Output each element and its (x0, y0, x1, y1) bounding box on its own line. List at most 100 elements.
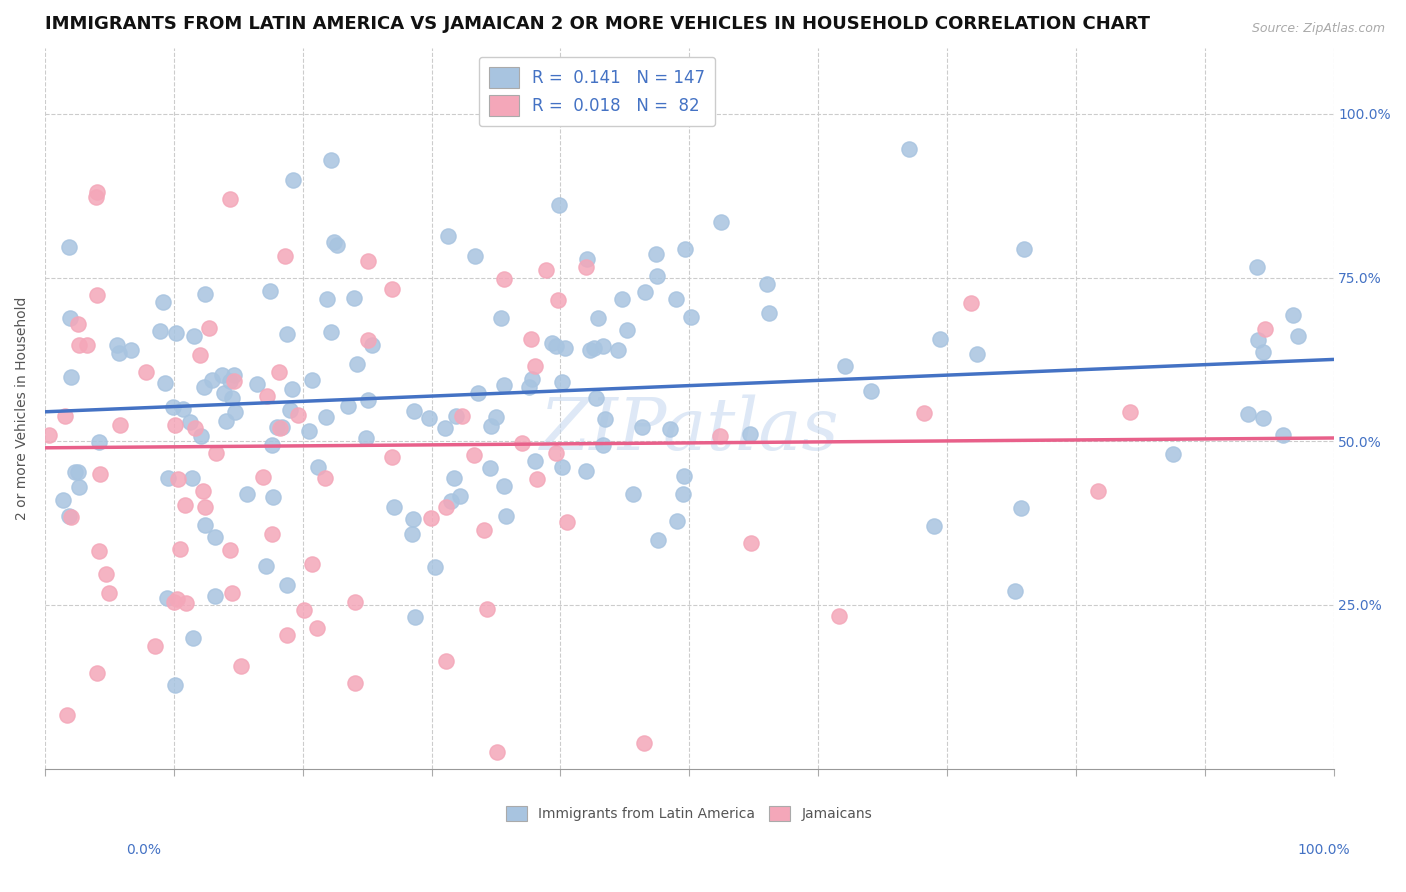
Point (173, 498, 195, 512)
Point (269, 421, 291, 435)
Point (155, 376, 177, 390)
Point (382, 500, 405, 515)
Point (183, 329, 205, 343)
Point (276, 628, 298, 642)
Point (273, 249, 295, 263)
Point (1247, 333, 1270, 347)
Point (156, 471, 179, 485)
Point (143, 639, 166, 653)
Point (928, 332, 950, 346)
Point (276, 327, 298, 342)
Point (260, 438, 283, 452)
Point (224, 405, 246, 419)
Text: ZIPatlas: ZIPatlas (540, 395, 839, 466)
Point (633, 735, 655, 749)
Point (156, 591, 179, 605)
Point (582, 341, 605, 355)
Point (381, 282, 404, 296)
Point (472, 523, 495, 537)
Point (434, 421, 457, 435)
Point (292, 603, 315, 617)
Point (86, 666, 108, 681)
Point (478, 460, 501, 475)
Point (191, 483, 214, 498)
Point (221, 391, 243, 405)
Point (105, 338, 128, 352)
Point (165, 326, 187, 340)
Point (492, 378, 515, 392)
Point (449, 489, 471, 503)
Point (343, 594, 366, 608)
Point (710, 215, 733, 229)
Point (108, 346, 131, 360)
Point (631, 420, 654, 434)
Point (586, 310, 609, 325)
Point (644, 247, 666, 261)
Point (260, 527, 283, 541)
Point (495, 508, 517, 523)
Point (1271, 427, 1294, 442)
Point (402, 404, 425, 418)
Point (517, 379, 540, 393)
Point (162, 401, 184, 415)
Point (738, 427, 761, 442)
Point (218, 192, 240, 206)
Point (647, 269, 669, 284)
Point (898, 142, 921, 156)
Point (585, 391, 607, 405)
Point (323, 235, 346, 250)
Point (315, 292, 337, 306)
Point (672, 468, 695, 483)
Point (163, 595, 186, 609)
Point (222, 374, 245, 388)
Point (758, 306, 780, 320)
Point (1251, 345, 1274, 359)
Point (315, 410, 337, 425)
Point (76, 338, 98, 352)
Point (221, 586, 243, 600)
Point (672, 486, 695, 500)
Point (436, 500, 458, 514)
Point (548, 197, 571, 211)
Point (827, 608, 849, 623)
Point (200, 373, 222, 387)
Point (437, 229, 460, 244)
Point (673, 242, 696, 256)
Point (658, 422, 681, 436)
Point (551, 460, 574, 475)
Point (66, 465, 89, 479)
Point (520, 332, 543, 346)
Point (38, 428, 60, 442)
Point (1004, 583, 1026, 598)
Point (270, 420, 292, 434)
Point (219, 374, 242, 388)
Point (440, 494, 463, 508)
Point (576, 252, 599, 267)
Point (283, 173, 305, 187)
Point (756, 277, 779, 291)
Point (444, 409, 467, 423)
Point (418, 411, 440, 425)
Point (214, 385, 236, 400)
Point (419, 510, 441, 524)
Point (337, 399, 360, 413)
Point (183, 632, 205, 646)
Point (266, 420, 288, 434)
Point (492, 478, 515, 492)
Point (198, 321, 221, 335)
Point (86, 288, 108, 302)
Point (193, 380, 215, 394)
Point (120, 343, 142, 357)
Text: IMMIGRANTS FROM LATIN AMERICA VS JAMAICAN 2 OR MORE VEHICLES IN HOUSEHOLD CORREL: IMMIGRANTS FROM LATIN AMERICA VS JAMAICA… (45, 15, 1150, 33)
Point (924, 519, 946, 533)
Point (434, 654, 457, 668)
Point (110, 417, 132, 432)
Point (215, 414, 238, 428)
Point (524, 454, 547, 468)
Point (606, 343, 628, 358)
Point (467, 386, 489, 401)
Point (181, 471, 204, 485)
Point (67, 337, 90, 351)
Point (534, 262, 557, 277)
Point (357, 333, 380, 347)
